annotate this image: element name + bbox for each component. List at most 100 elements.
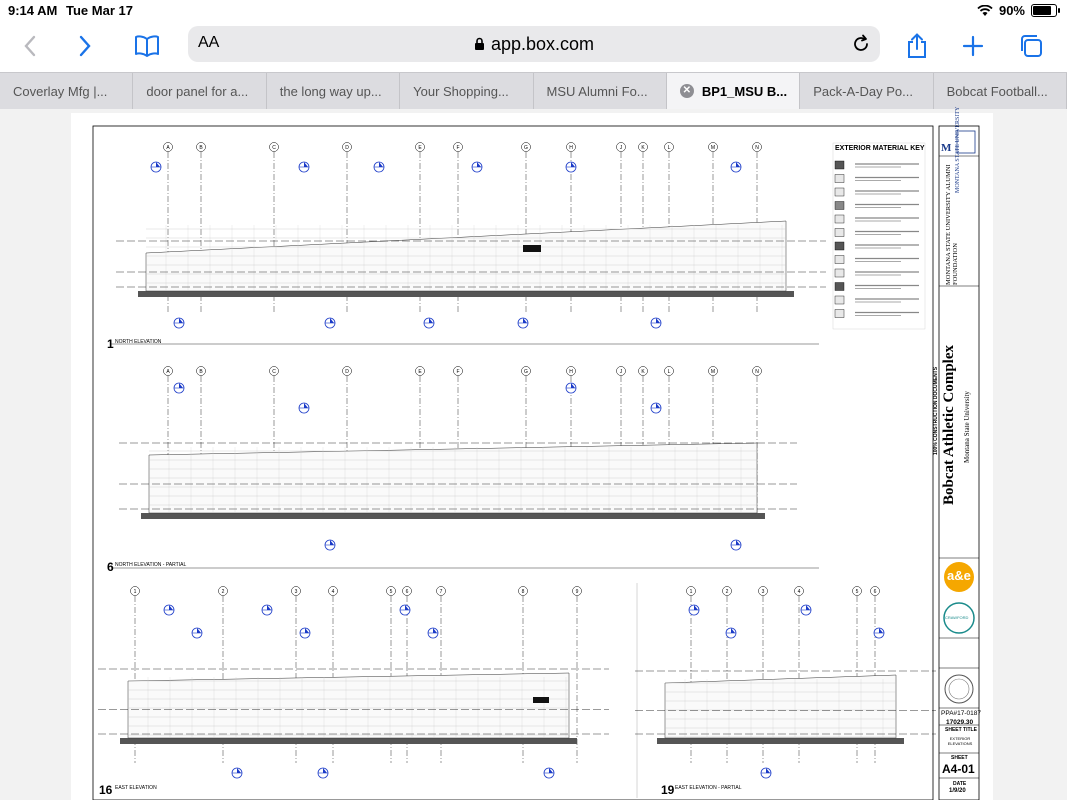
tab-bp1-msu[interactable]: ✕ BP1_MSU B... bbox=[666, 73, 801, 109]
view-number-6: 6 bbox=[107, 560, 114, 574]
new-tab-button[interactable] bbox=[955, 28, 991, 64]
bookmarks-button[interactable] bbox=[129, 28, 165, 64]
elevation-tag-icon bbox=[399, 604, 411, 616]
svg-text:F: F bbox=[456, 145, 459, 151]
grid-bubble-east-6: 6 bbox=[402, 586, 412, 763]
svg-text:J: J bbox=[620, 145, 623, 151]
address-bar[interactable]: AA app.box.com bbox=[188, 26, 880, 62]
tab-door-panel[interactable]: door panel for a... bbox=[133, 73, 267, 109]
view-title-16: EAST ELEVATION bbox=[115, 785, 157, 791]
svg-text:G: G bbox=[524, 145, 528, 151]
tab-bobcat-football[interactable]: Bobcat Football... bbox=[934, 73, 1067, 109]
tab-coverlay[interactable]: Coverlay Mfg |... bbox=[0, 73, 134, 109]
svg-text:M: M bbox=[711, 369, 715, 375]
view-number-19: 19 bbox=[661, 783, 675, 797]
phase-label: 100% CONSTRUCTION DOCUMENTS bbox=[933, 366, 939, 455]
sheet-title: EXTERIOR ELEVATIONS bbox=[947, 736, 973, 746]
material-key-swatch bbox=[834, 268, 919, 278]
tab-shopping[interactable]: Your Shopping... bbox=[400, 73, 534, 109]
elevation-tag-icon bbox=[298, 402, 310, 414]
lock-icon bbox=[474, 37, 484, 50]
tab-label: Pack-A-Day Po... bbox=[813, 83, 913, 99]
grid-bubble-east-4: 4 bbox=[328, 586, 338, 763]
svg-text:5: 5 bbox=[856, 589, 859, 595]
tab-label: Your Shopping... bbox=[413, 83, 509, 99]
tab-label: BP1_MSU B... bbox=[701, 83, 788, 99]
client-name: MONTANA STATE UNIVERSITY ALUMNI FOUNDATI… bbox=[945, 164, 959, 285]
tab-pack-a-day[interactable]: Pack-A-Day Po... bbox=[800, 73, 934, 109]
material-key-swatch bbox=[834, 187, 919, 197]
svg-text:K: K bbox=[641, 145, 645, 151]
elevation-tag-icon bbox=[231, 767, 243, 779]
tab-label: Coverlay Mfg |... bbox=[13, 83, 108, 99]
elevation-tag-icon bbox=[565, 382, 577, 394]
chevron-right-icon bbox=[79, 35, 91, 57]
elevation-tag-icon bbox=[173, 382, 185, 394]
status-date: Tue Mar 17 bbox=[66, 3, 133, 18]
svg-text:1: 1 bbox=[690, 589, 693, 595]
svg-text:A: A bbox=[166, 369, 170, 375]
date-label: DATE bbox=[953, 781, 967, 787]
material-key-swatch bbox=[834, 174, 919, 183]
sheet-date: 1/9/20 bbox=[949, 788, 966, 794]
svg-text:H: H bbox=[569, 369, 573, 375]
plus-icon bbox=[962, 35, 984, 57]
svg-text:9: 9 bbox=[576, 589, 579, 595]
close-tab-icon[interactable]: ✕ bbox=[679, 84, 694, 98]
svg-text:M: M bbox=[711, 145, 715, 151]
tabs-overview-button[interactable] bbox=[1013, 28, 1049, 64]
tab-long-way-up[interactable]: the long way up... bbox=[267, 73, 401, 109]
elevation-tag-icon bbox=[688, 604, 700, 616]
svg-text:A: A bbox=[166, 145, 170, 151]
battery-percent: 90% bbox=[998, 3, 1025, 18]
elevation-tag-icon bbox=[517, 317, 529, 329]
svg-text:H: H bbox=[569, 145, 573, 151]
elevation-tag-icon bbox=[471, 161, 483, 173]
material-key-swatch bbox=[834, 241, 919, 251]
svg-text:F: F bbox=[456, 369, 459, 375]
text-size-button[interactable]: AA bbox=[198, 34, 220, 51]
svg-text:3: 3 bbox=[295, 589, 298, 595]
crawford-logo-icon bbox=[943, 602, 975, 634]
reload-icon[interactable] bbox=[850, 33, 872, 55]
north-partial-elevation-view bbox=[119, 442, 797, 519]
share-button[interactable] bbox=[899, 28, 935, 64]
svg-text:5: 5 bbox=[390, 589, 393, 595]
view-title-19: EAST ELEVATION - PARTIAL bbox=[675, 785, 742, 791]
tab-label: the long way up... bbox=[279, 83, 382, 99]
svg-text:C: C bbox=[272, 145, 276, 151]
tab-label: MSU Alumni Fo... bbox=[546, 83, 648, 99]
east-partial-elevation-view bbox=[635, 670, 936, 744]
back-button[interactable] bbox=[12, 28, 48, 64]
svg-text:B: B bbox=[199, 145, 203, 151]
forward-button[interactable] bbox=[67, 28, 103, 64]
grid-bubble-east-partial-4: 4 bbox=[794, 586, 804, 763]
tab-msu-alumni[interactable]: MSU Alumni Fo... bbox=[534, 73, 667, 109]
elevation-tag-icon bbox=[324, 317, 336, 329]
url-display[interactable]: app.box.com bbox=[188, 34, 880, 55]
svg-text:M: M bbox=[941, 142, 952, 154]
grid-bubble-east-partial-6: 6 bbox=[870, 586, 880, 763]
document-viewer[interactable]: A B C D E F G H J K L M N A B C D E F G H J K L M N 1 2 3 4 5 6 7 8 9 1 2 3 4 5… bbox=[0, 107, 1067, 800]
material-key-swatch bbox=[834, 228, 919, 237]
elevation-tag-icon bbox=[760, 767, 772, 779]
status-right: 90% bbox=[977, 3, 1060, 18]
material-key-swatch bbox=[834, 201, 919, 210]
material-key-swatch bbox=[834, 295, 919, 305]
elevation-tag-icon bbox=[173, 317, 185, 329]
elevation-tag-icon bbox=[800, 604, 812, 616]
grid-bubble-east-2: 2 bbox=[218, 586, 228, 763]
svg-text:6: 6 bbox=[874, 589, 877, 595]
elevation-tag-icon bbox=[373, 161, 385, 173]
svg-text:D: D bbox=[345, 369, 349, 375]
project-name: Bobcat Athletic Complex bbox=[941, 345, 957, 505]
north-elevation-view bbox=[116, 220, 826, 297]
chevron-left-icon bbox=[24, 35, 36, 57]
architect-seal-icon bbox=[944, 674, 974, 704]
battery-icon bbox=[1031, 4, 1060, 17]
elevation-tag-icon bbox=[191, 627, 203, 639]
elevation-tag-icon bbox=[873, 627, 885, 639]
svg-text:E: E bbox=[418, 369, 422, 375]
elevation-tag-icon bbox=[730, 539, 742, 551]
material-key-swatch bbox=[834, 309, 919, 318]
